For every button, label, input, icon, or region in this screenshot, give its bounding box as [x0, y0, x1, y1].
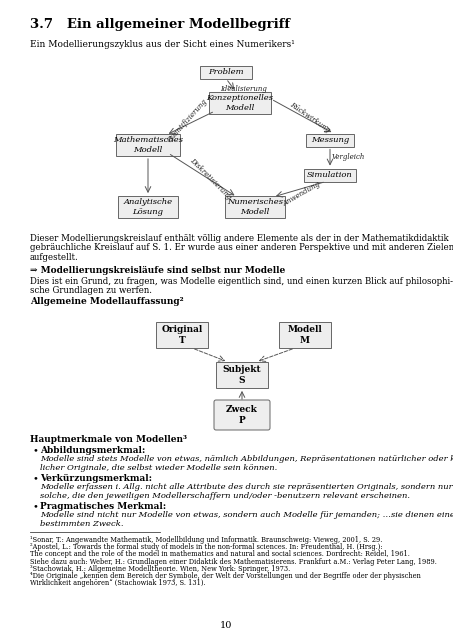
Text: Vergleich: Vergleich [331, 153, 365, 161]
FancyBboxPatch shape [209, 92, 271, 114]
Text: •: • [32, 446, 38, 455]
Text: Analytische
Lösung: Analytische Lösung [123, 198, 173, 216]
FancyBboxPatch shape [118, 196, 178, 218]
Text: Allgemeine Modellauffassung²: Allgemeine Modellauffassung² [30, 298, 183, 307]
Text: Verkürzungsmerkmal:: Verkürzungsmerkmal: [40, 474, 152, 483]
Text: solche, die den jeweiligen Modellerschaffern und/oder -benutzern relevant ersche: solche, die den jeweiligen Modellerschaf… [40, 492, 410, 499]
Text: Anwendung: Anwendung [282, 180, 322, 208]
FancyBboxPatch shape [116, 134, 180, 156]
Text: aufgestellt.: aufgestellt. [30, 253, 79, 262]
Text: Simulation: Simulation [307, 171, 353, 179]
Text: Zweck
P: Zweck P [226, 405, 258, 425]
FancyBboxPatch shape [304, 168, 356, 182]
Text: sche Grundlagen zu werfen.: sche Grundlagen zu werfen. [30, 286, 152, 295]
FancyBboxPatch shape [214, 400, 270, 430]
Text: Dies ist ein Grund, zu fragen, was Modelle eigentlich sind, und einen kurzen Bli: Dies ist ein Grund, zu fragen, was Model… [30, 276, 453, 285]
Text: Abbildungsmerkmal:: Abbildungsmerkmal: [40, 446, 145, 455]
Text: Modelle sind stets Modelle von etwas, nämlich Abbildungen, Repräsentationen natü: Modelle sind stets Modelle von etwas, nä… [40, 455, 453, 463]
FancyBboxPatch shape [225, 196, 285, 218]
Text: Subjekt
S: Subjekt S [223, 365, 261, 385]
Text: Dieser Modellierungskreislauf enthält völlig andere Elemente als der in der Math: Dieser Modellierungskreislauf enthält vö… [30, 234, 449, 243]
FancyBboxPatch shape [279, 322, 331, 348]
Text: ⁴Die Originale „kennen dem Bereich der Symbole, der Welt der Vorstellungen und d: ⁴Die Originale „kennen dem Bereich der S… [30, 572, 421, 580]
Text: Quantifizierung: Quantifizierung [165, 97, 209, 145]
Text: Ein Modellierungszyklus aus der Sicht eines Numerikers¹: Ein Modellierungszyklus aus der Sicht ei… [30, 40, 295, 49]
Text: Numerisches
Modell: Numerisches Modell [227, 198, 283, 216]
Text: licher Originale, die selbst wieder Modelle sein können.: licher Originale, die selbst wieder Mode… [40, 463, 277, 472]
Text: Modell
M: Modell M [288, 325, 323, 345]
Text: •: • [32, 474, 38, 483]
Text: Modelle sind nicht nur Modelle von etwas, sondern auch Modelle für jemanden; …si: Modelle sind nicht nur Modelle von etwas… [40, 511, 453, 519]
FancyBboxPatch shape [156, 322, 208, 348]
Text: Mathematisches
Modell: Mathematisches Modell [113, 136, 183, 154]
Text: ³Stachowiak, H.: Allgemeine Modelltheorie. Wien, New York: Springer, 1973.: ³Stachowiak, H.: Allgemeine Modelltheori… [30, 565, 290, 573]
Text: Modelle erfassen i. Allg. nicht alle Attribute des durch sie repräsentierten Ori: Modelle erfassen i. Allg. nicht alle Att… [40, 483, 453, 491]
Text: Messung: Messung [311, 136, 349, 144]
Text: ²Apostel, L.: Towards the formal study of models in the non-formal sciences. In:: ²Apostel, L.: Towards the formal study o… [30, 543, 383, 551]
Text: Idealisierung: Idealisierung [221, 85, 267, 93]
Text: ¹Sonar, T.: Angewandte Mathematik, Modellbildung und Informatik. Braunschweig: V: ¹Sonar, T.: Angewandte Mathematik, Model… [30, 536, 382, 544]
Text: Rückwirkung: Rückwirkung [289, 100, 332, 134]
Text: Wirklichkeit angehören“ (Stachowiak 1973, S. 131).: Wirklichkeit angehören“ (Stachowiak 1973… [30, 579, 206, 588]
FancyBboxPatch shape [306, 134, 354, 147]
Text: ⇒ Modellierungskreisläufe sind selbst nur Modelle: ⇒ Modellierungskreisläufe sind selbst nu… [30, 266, 285, 275]
Text: 10: 10 [220, 621, 232, 630]
Text: Siehe dazu auch: Weber, H.: Grundlagen einer Didaktik des Mathematisierens. Fran: Siehe dazu auch: Weber, H.: Grundlagen e… [30, 557, 437, 566]
Text: gebräuchliche Kreislauf auf S. 1. Er wurde aus einer anderen Perspektive und mit: gebräuchliche Kreislauf auf S. 1. Er wur… [30, 243, 453, 253]
Text: Pragmatisches Merkmal:: Pragmatisches Merkmal: [40, 502, 166, 511]
FancyBboxPatch shape [200, 65, 252, 79]
Text: 3.7   Ein allgemeiner Modellbegriff: 3.7 Ein allgemeiner Modellbegriff [30, 18, 290, 31]
Text: Problem: Problem [208, 68, 244, 76]
Text: Original
T: Original T [161, 325, 202, 345]
Text: Hauptmerkmale von Modellen³: Hauptmerkmale von Modellen³ [30, 435, 187, 444]
Text: Konzeptionelles
Modell: Konzeptionelles Modell [207, 94, 274, 112]
Text: bestimmten Zweck.: bestimmten Zweck. [40, 520, 124, 527]
Text: •: • [32, 502, 38, 511]
FancyBboxPatch shape [216, 362, 268, 388]
Text: The concept and the role of the model in mathematics and natural and social scie: The concept and the role of the model in… [30, 550, 410, 559]
Text: Diskretisierung: Diskretisierung [188, 157, 232, 202]
